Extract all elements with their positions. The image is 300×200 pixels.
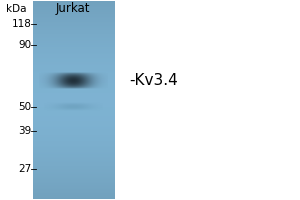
Text: Jurkat: Jurkat — [56, 2, 90, 15]
Text: kDa: kDa — [6, 4, 27, 14]
Text: 39: 39 — [18, 126, 31, 136]
Text: 90: 90 — [18, 40, 31, 50]
Text: 27: 27 — [18, 164, 31, 174]
Text: -Kv3.4: -Kv3.4 — [130, 73, 178, 88]
Text: 50: 50 — [18, 102, 31, 112]
Text: 118: 118 — [11, 19, 31, 29]
